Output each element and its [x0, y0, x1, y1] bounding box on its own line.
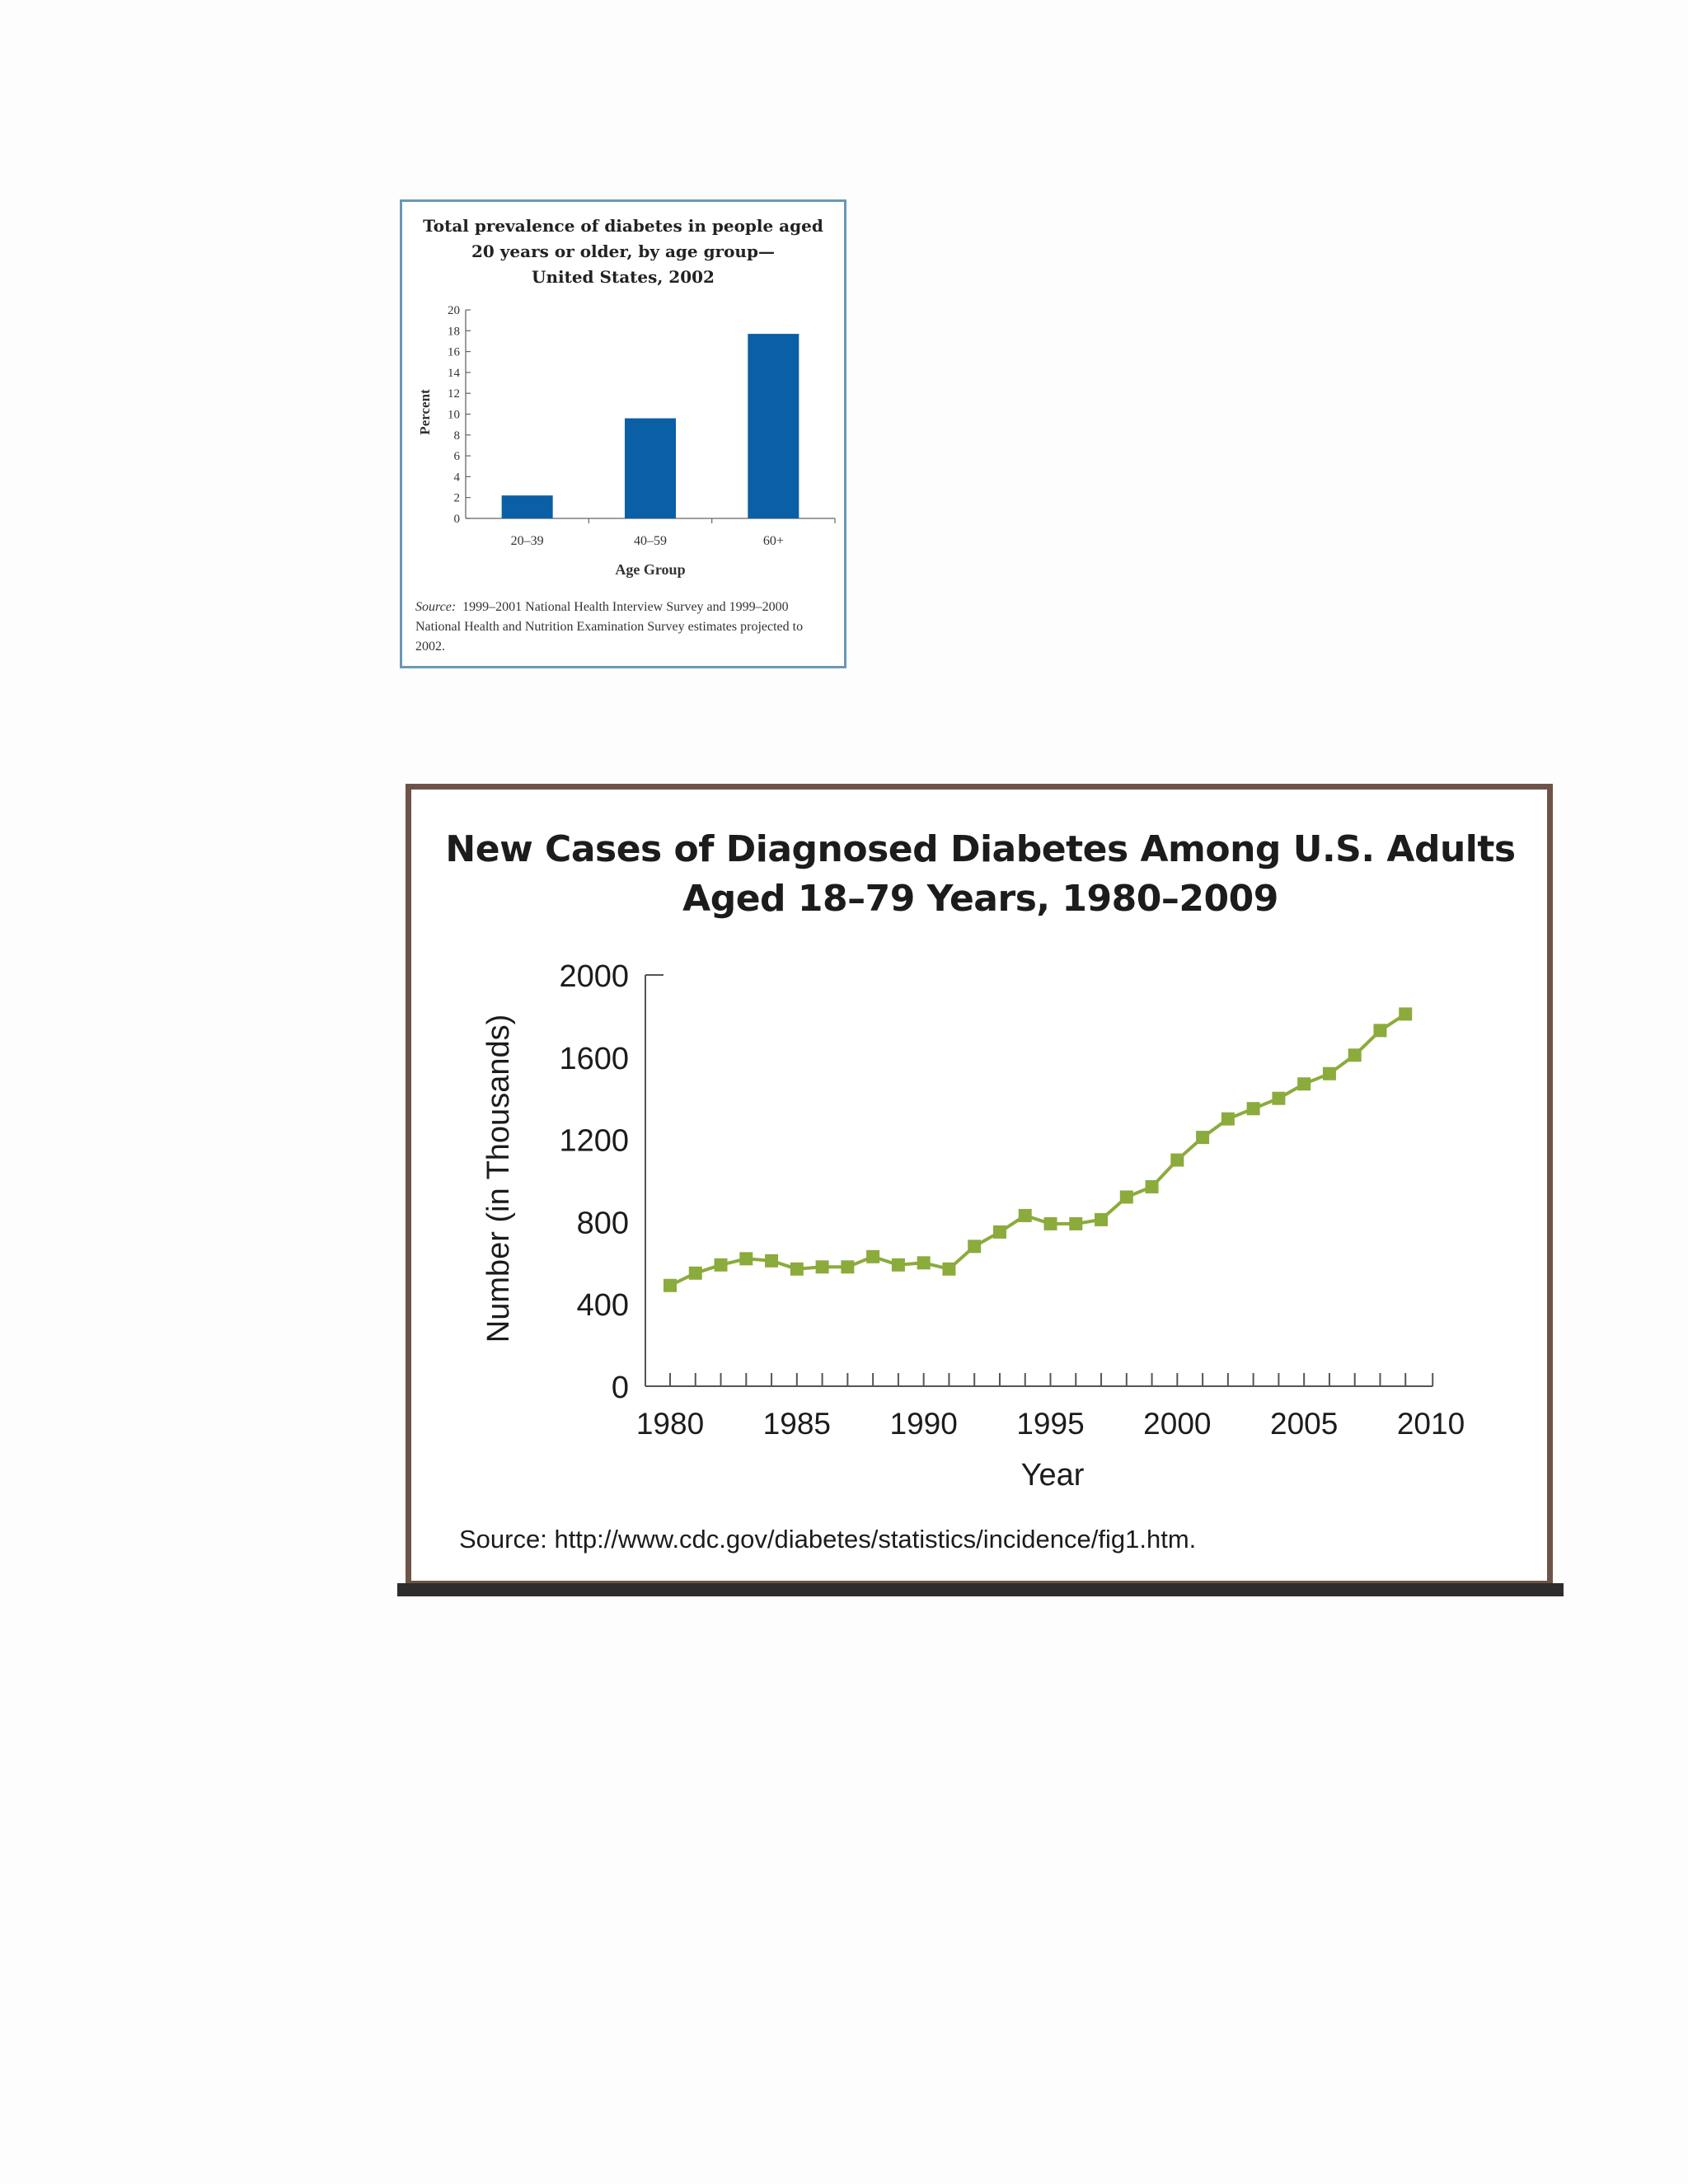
data-point-1988 — [866, 1249, 880, 1263]
data-point-1991 — [942, 1262, 956, 1276]
y-tick-label: 16 — [448, 346, 461, 359]
bar-60+ — [748, 334, 799, 518]
data-point-1995 — [1043, 1216, 1057, 1230]
prevalence-chart-source: Source: 1999–2001 National Health Interv… — [415, 598, 836, 657]
x-axis-title: Year — [1021, 1458, 1085, 1493]
x-axis-title: Age Group — [615, 561, 685, 578]
new-cases-chart-title: New Cases of Diagnosed Diabetes Among U.… — [445, 828, 1516, 920]
y-tick-label: 2 — [454, 492, 461, 505]
y-tick-label: 4 — [454, 471, 461, 484]
data-point-2004 — [1272, 1091, 1286, 1105]
prevalence-chart-plot: 0 2 4 6 8 10 12 14 16 18 20 20–39 40–59 60+ Age Group P… — [417, 304, 836, 578]
y-tick-label: 20 — [448, 304, 460, 317]
new-cases-series-line — [669, 1012, 1407, 1287]
y-tick-label: 400 — [577, 1288, 629, 1323]
data-point-1999 — [1145, 1179, 1159, 1193]
new-cases-chart-source: Source: http://www.cdc.gov/diabetes/stat… — [459, 1525, 1197, 1554]
data-point-2007 — [1348, 1048, 1362, 1062]
data-point-1987 — [841, 1260, 855, 1274]
y-tick-label: 800 — [577, 1206, 629, 1240]
x-tick-label: 1985 — [763, 1407, 831, 1441]
data-point-2006 — [1322, 1066, 1336, 1080]
y-axis-title: Number (in Thousands) — [481, 1015, 516, 1343]
new-cases-chart-plot: 0 400 800 1200 1600 2000 1980 1985 1990 1995 2000 2… — [481, 959, 1465, 1493]
y-tick-label: 2000 — [559, 959, 629, 994]
y-tick-label: 1200 — [559, 1124, 629, 1159]
data-point-1989 — [891, 1258, 905, 1272]
x-tick-label: 2000 — [1143, 1407, 1211, 1441]
data-point-1982 — [714, 1258, 728, 1272]
prevalence-source-text: 1999–2001 National Health Interview Surv… — [415, 600, 804, 654]
data-point-1998 — [1119, 1190, 1133, 1204]
x-tick-label: 2010 — [1397, 1407, 1465, 1441]
data-point-2002 — [1221, 1112, 1235, 1126]
data-point-1992 — [968, 1240, 982, 1254]
data-point-2000 — [1170, 1153, 1184, 1167]
data-point-2009 — [1399, 1007, 1413, 1021]
new-cases-chart-frame — [406, 784, 1553, 1586]
x-tick-label: 1980 — [636, 1407, 704, 1441]
x-tick-label: 2005 — [1270, 1407, 1338, 1441]
x-tick-label: 40–59 — [634, 534, 667, 548]
new-cases-line-chart: New Cases of Diagnosed Diabetes Among U.… — [397, 779, 1564, 1599]
data-point-1980 — [663, 1278, 677, 1292]
data-point-1996 — [1069, 1216, 1083, 1230]
data-point-1994 — [1018, 1208, 1032, 1222]
y-axis-title: Percent — [417, 389, 433, 435]
prevalence-chart-title: Total prevalence of diabetes in people a… — [423, 216, 823, 287]
y-tick-label: 0 — [454, 513, 461, 526]
prevalence-bar-chart: Total prevalence of diabetes in people a… — [400, 199, 846, 668]
data-point-1984 — [765, 1254, 779, 1268]
data-point-1981 — [688, 1266, 702, 1280]
y-tick-label: 12 — [448, 387, 460, 401]
y-tick-label: 0 — [612, 1371, 629, 1405]
x-tick-label: 20–39 — [511, 534, 544, 548]
data-point-2001 — [1196, 1131, 1210, 1145]
y-tick-label: 1600 — [559, 1042, 629, 1076]
x-tick-label: 1995 — [1016, 1407, 1084, 1441]
chart-bottom-shadow — [397, 1583, 1564, 1596]
data-point-2008 — [1373, 1024, 1387, 1038]
y-tick-label: 8 — [454, 429, 461, 443]
data-point-1990 — [917, 1256, 931, 1270]
data-point-2005 — [1297, 1077, 1311, 1091]
x-tick-label: 1990 — [890, 1407, 958, 1441]
y-tick-label: 6 — [454, 450, 461, 463]
y-tick-label: 18 — [448, 325, 460, 338]
data-point-1985 — [790, 1262, 804, 1276]
data-point-1993 — [992, 1225, 1006, 1239]
data-point-1986 — [815, 1260, 829, 1274]
y-tick-label: 14 — [448, 367, 461, 380]
bar-40–59 — [625, 418, 676, 518]
data-point-1983 — [739, 1252, 753, 1266]
x-tick-label: 60+ — [763, 534, 784, 548]
bar-20–39 — [501, 495, 553, 518]
data-point-2003 — [1246, 1102, 1260, 1116]
data-point-1997 — [1095, 1212, 1109, 1226]
y-tick-label: 10 — [448, 409, 460, 422]
prevalence-source-label: Source: — [415, 600, 457, 614]
